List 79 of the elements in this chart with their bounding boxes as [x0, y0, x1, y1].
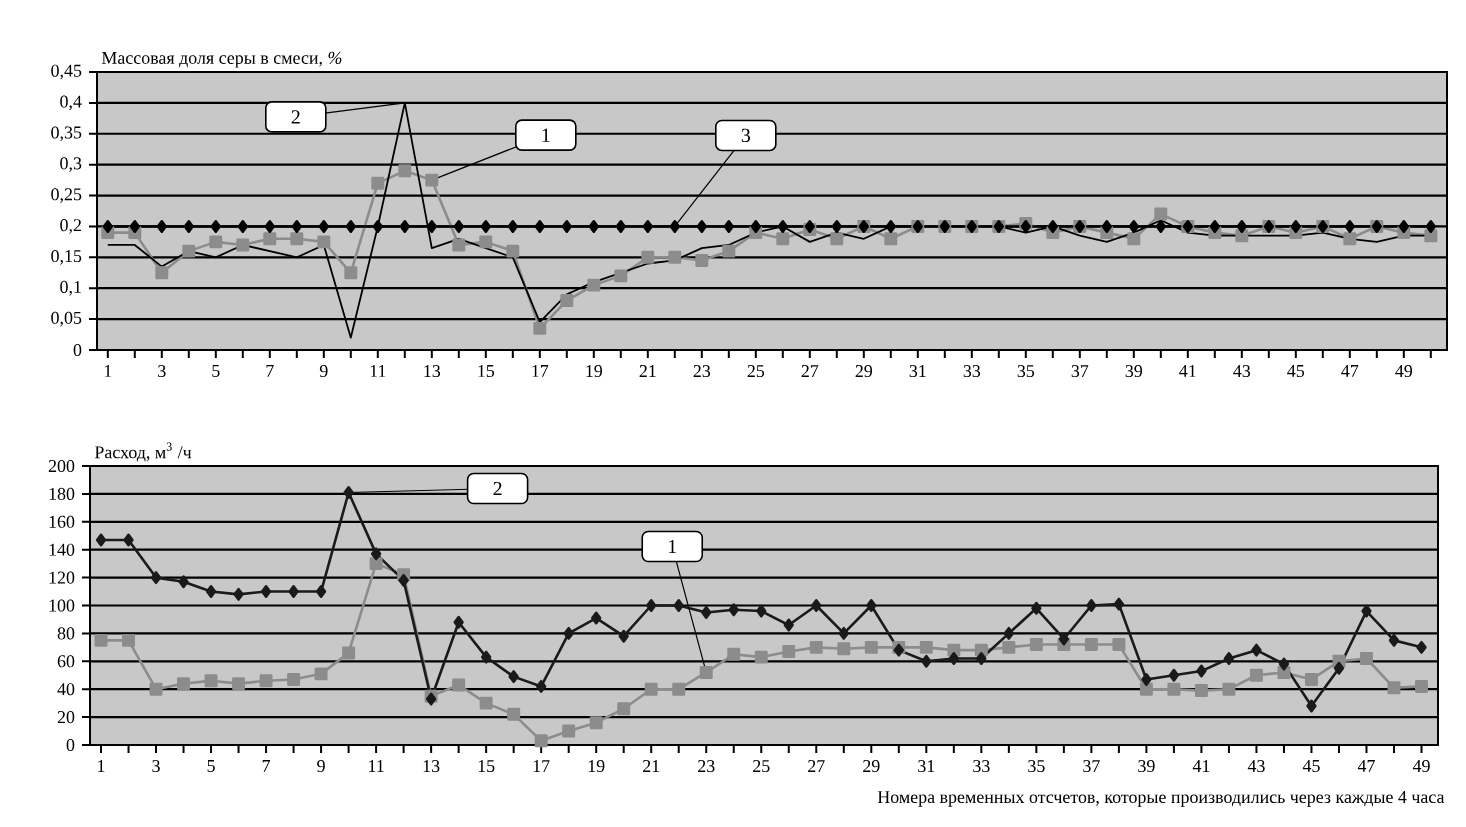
x-tick-label: 7: [266, 365, 274, 377]
x-tick-label: 29: [855, 365, 873, 378]
x-tick-label: 13: [424, 365, 441, 378]
y-tick-label: 140: [49, 543, 75, 556]
text: 2: [291, 110, 300, 124]
x-tick-label: 3: [158, 365, 166, 378]
y-tick-label: 0,05: [51, 311, 82, 327]
y-tick-label: 160: [49, 515, 75, 528]
y-tick-label: 40: [57, 683, 75, 696]
x-tick-label: 43: [1247, 760, 1265, 773]
x-tick-label: 33: [963, 365, 981, 378]
y-tick-label: 100: [49, 599, 75, 612]
x-axis-title: Номера временных отсчетов, которые производились через каждые 4 часа: [877, 791, 1445, 807]
x-tick-label: 45: [1302, 760, 1320, 773]
x-tick-label: 29: [863, 760, 880, 773]
x-tick-label: 11: [369, 760, 384, 772]
y-tick-label: 20: [57, 711, 75, 724]
x-tick-label: 25: [747, 365, 765, 378]
x-tick-label: 23: [698, 760, 715, 773]
x-tick-label: 41: [1192, 760, 1210, 772]
y-tick-label: 180: [49, 487, 75, 500]
y-tick-label: 0: [73, 343, 82, 357]
y-tick-label: 0,2: [60, 219, 81, 234]
x-tick-label: 37: [1083, 760, 1100, 773]
x-tick-label: 49: [1395, 365, 1413, 378]
y-tick-label: 0,25: [51, 188, 82, 203]
x-tick-label: 3: [152, 760, 160, 773]
y-tick-label: 0,15: [51, 249, 82, 265]
text: 1: [669, 539, 677, 554]
x-tick-label: 35: [1017, 365, 1035, 378]
y-axis-title: Массовая доля серы в смеси, %: [101, 51, 342, 68]
y-tick-label: 0,35: [51, 126, 82, 142]
x-tick-label: 7: [262, 760, 271, 772]
x-tick-label: 5: [212, 365, 220, 377]
x-tick-label: 31: [918, 760, 935, 773]
legend-label: 3: [741, 128, 751, 143]
x-tick-label: 27: [808, 760, 825, 772]
y-tick-label: 200: [48, 459, 75, 473]
x-tick-label: 5: [207, 760, 215, 772]
y-tick-label: 0,45: [51, 64, 82, 80]
y-tick-label: 80: [57, 627, 75, 640]
x-tick-label: 27: [801, 365, 819, 377]
x-tick-label: 13: [423, 760, 440, 773]
x-tick-label: 17: [532, 365, 549, 377]
x-tick-label: 47: [1341, 365, 1359, 377]
x-tick-label: 23: [693, 365, 711, 378]
x-tick-label: 39: [1125, 365, 1143, 378]
x-tick-label: 9: [319, 365, 328, 378]
y-tick-label: 0: [66, 738, 75, 752]
x-tick-label: 1: [104, 365, 112, 377]
y-tick-label: 0,1: [60, 280, 81, 296]
text: 1: [542, 128, 550, 142]
x-tick-label: 37: [1071, 365, 1089, 378]
x-tick-label: 11: [370, 365, 386, 377]
x-tick-label: 35: [1028, 760, 1045, 773]
y-tick-label: 0,3: [60, 157, 82, 172]
x-tick-label: 15: [478, 365, 495, 378]
y-axis-title: Расход, м$^{3}$ /ч: [94, 442, 192, 462]
x-tick-label: 49: [1412, 760, 1430, 773]
x-tick-label: 21: [639, 365, 656, 377]
x-tick-label: 47: [1357, 760, 1375, 772]
x-tick-label: 19: [588, 760, 605, 773]
x-tick-label: 1: [98, 760, 105, 772]
x-tick-label: 17: [533, 760, 550, 772]
x-tick-label: 43: [1233, 365, 1251, 378]
x-tick-label: 45: [1287, 365, 1305, 378]
y-tick-label: 120: [49, 571, 75, 584]
x-tick-label: 33: [973, 760, 990, 773]
x-tick-label: 19: [586, 365, 603, 378]
x-tick-label: 9: [317, 760, 325, 773]
text: 2: [493, 481, 502, 496]
x-tick-label: 15: [478, 760, 495, 773]
y-tick-label: 60: [57, 655, 75, 668]
x-tick-label: 39: [1138, 760, 1155, 773]
y-tick-label: 0,4: [60, 95, 82, 111]
x-tick-label: 21: [643, 760, 660, 772]
x-tick-label: 25: [753, 760, 770, 773]
x-tick-label: 41: [1179, 365, 1196, 377]
x-tick-label: 31: [909, 365, 926, 378]
